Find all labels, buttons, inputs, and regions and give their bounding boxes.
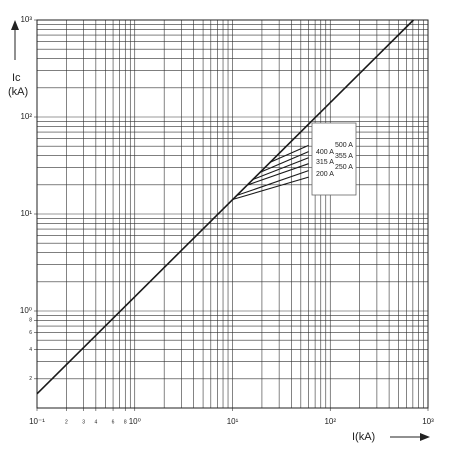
curve [236, 170, 309, 197]
curve [252, 157, 309, 181]
series-label: 355 A [335, 153, 353, 160]
series-label: 500 A [335, 142, 353, 149]
label-box [311, 122, 357, 196]
y-tick-label: 10² [20, 112, 32, 121]
curve [246, 163, 309, 186]
x-tick-label: 10⁻¹ [29, 417, 45, 426]
curve [232, 176, 309, 201]
curve [36, 19, 415, 395]
x-tick-label: 10⁰ [129, 417, 141, 426]
y-tick-label: 2 [29, 376, 32, 382]
y-arrow-head [11, 20, 19, 30]
x-tick-label: 10¹ [227, 417, 239, 426]
y-tick-label: 10⁰ [20, 306, 32, 315]
y-unit: (kA) [8, 86, 28, 98]
series-label: 315 A [316, 159, 334, 166]
x-tick-label: 10² [324, 417, 336, 426]
series-label: 200 A [316, 171, 334, 178]
curve [259, 151, 309, 173]
x-label: I(kA) [352, 431, 375, 443]
y-label: Ic [12, 72, 21, 84]
x-arrow-head [420, 433, 430, 441]
x-tick-label: 10³ [422, 417, 434, 426]
y-tick-label: 10¹ [20, 209, 32, 218]
y-tick-label: 8 [29, 318, 32, 324]
x-tick-label: 3 [82, 419, 85, 425]
series-label: 250 A [335, 164, 353, 171]
y-tick-label: 10³ [20, 15, 32, 24]
x-tick-label: 8 [124, 419, 127, 425]
plot-frame [36, 19, 429, 409]
x-tick-label: 2 [65, 419, 68, 425]
x-tick-label: 4 [94, 419, 97, 425]
curve [269, 144, 309, 163]
y-tick-label: 6 [29, 330, 32, 336]
y-tick-label: 4 [29, 347, 32, 353]
series-label: 400 A [316, 149, 334, 156]
x-tick-label: 6 [112, 419, 115, 425]
